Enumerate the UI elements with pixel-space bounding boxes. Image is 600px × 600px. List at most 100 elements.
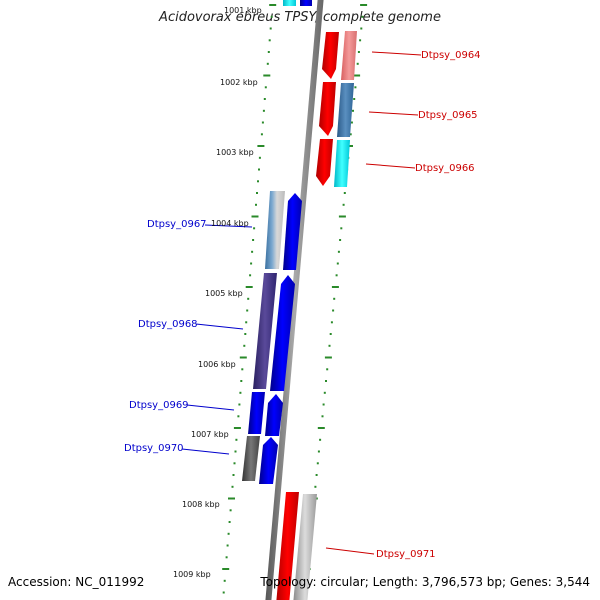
- minor-tick: [326, 368, 329, 371]
- major-tick: [257, 145, 265, 147]
- topology-text: Topology: circular; Length: 3,796,573 bp…: [260, 575, 590, 589]
- minor-tick: [252, 239, 255, 241]
- minor-tick: [314, 485, 317, 488]
- minor-tick: [258, 168, 260, 171]
- gene-block-forward: [337, 83, 354, 137]
- minor-tick: [227, 532, 230, 535]
- scale-label: 1009 kbp: [173, 570, 211, 579]
- gene-block-forward: [334, 140, 350, 187]
- scale-label: 1002 kbp: [220, 78, 258, 87]
- minor-tick: [322, 403, 325, 406]
- minor-tick: [238, 403, 241, 406]
- minor-tick: [249, 274, 252, 277]
- label-connector: [371, 51, 422, 56]
- genome-backbone: [265, 0, 324, 600]
- minor-tick: [239, 391, 242, 394]
- minor-tick: [356, 62, 359, 65]
- label-connector: [181, 448, 230, 455]
- minor-tick: [245, 321, 248, 324]
- major-tick: [317, 427, 325, 429]
- minor-tick: [235, 438, 238, 441]
- gene-label-forward[interactable]: Dtpsy_0966: [415, 163, 475, 174]
- major-tick: [338, 215, 346, 218]
- label-connector: [204, 224, 253, 228]
- gene-block-forward: [293, 494, 317, 600]
- gene-arrow-forward: [322, 32, 339, 79]
- minor-tick: [262, 109, 265, 112]
- minor-tick: [253, 227, 256, 230]
- scale-labels: 1001 kbp 1002 kbp 1003 kbp 1004 kbp 1005…: [173, 6, 262, 579]
- gene-label-reverse[interactable]: Dtpsy_0969: [129, 400, 189, 411]
- minor-tick: [233, 462, 236, 465]
- gene-block-reverse: [242, 436, 260, 481]
- minor-tick: [328, 344, 331, 347]
- gene-label-reverse[interactable]: Dtpsy_0968: [138, 319, 198, 330]
- scale-label: 1004 kbp: [211, 219, 249, 228]
- gene-arrow-reverse: [259, 437, 278, 484]
- gene-label-reverse[interactable]: Dtpsy_0967: [147, 219, 207, 230]
- minor-tick: [229, 509, 232, 512]
- gene-label-reverse[interactable]: Dtpsy_0970: [124, 443, 184, 454]
- label-connector: [368, 111, 419, 116]
- minor-tick: [243, 344, 246, 347]
- major-tick: [360, 4, 368, 6]
- label-connector: [325, 547, 375, 555]
- minor-tick: [257, 180, 259, 183]
- minor-tick: [266, 62, 269, 65]
- minor-tick: [228, 521, 231, 523]
- gene-block-reverse: [265, 191, 285, 269]
- gene-label-forward[interactable]: Dtpsy_0965: [418, 110, 478, 121]
- minor-tick: [256, 192, 258, 194]
- minor-tick: [231, 485, 234, 488]
- scale-label: 1008 kbp: [182, 500, 220, 509]
- minor-tick: [270, 15, 273, 18]
- minor-tick: [361, 15, 364, 18]
- major-tick: [353, 74, 361, 77]
- minor-tick: [319, 438, 322, 441]
- inner-tick-ring: [222, 4, 277, 594]
- minor-tick: [263, 98, 266, 100]
- major-tick: [222, 568, 230, 570]
- gene-block-forward: [276, 492, 299, 600]
- minor-tick: [357, 51, 360, 53]
- minor-tick: [258, 156, 261, 159]
- minor-tick: [315, 474, 318, 476]
- gene-block: [300, 0, 312, 6]
- minor-tick: [325, 380, 327, 382]
- gene-arrow-reverse: [283, 193, 302, 270]
- major-tick: [263, 74, 271, 77]
- accession-text: Accession: NC_011992: [8, 575, 145, 589]
- label-connector: [186, 404, 235, 411]
- minor-tick: [232, 474, 235, 476]
- minor-tick: [241, 368, 244, 371]
- major-tick: [233, 427, 241, 429]
- minor-tick: [317, 450, 320, 453]
- minor-tick: [352, 109, 354, 112]
- gene-label-forward[interactable]: Dtpsy_0964: [421, 50, 481, 61]
- minor-tick: [250, 262, 253, 265]
- minor-tick: [336, 262, 339, 265]
- gene-block-reverse: [248, 392, 265, 434]
- gene-label-forward[interactable]: Dtpsy_0971: [376, 549, 436, 560]
- minor-tick: [255, 203, 257, 206]
- map-title: Acidovorax ebreus TPSY, complete genome: [159, 10, 441, 25]
- minor-tick: [234, 450, 237, 453]
- scale-label: 1001 kbp: [224, 6, 262, 15]
- minor-tick: [329, 333, 332, 335]
- major-tick: [251, 215, 259, 218]
- minor-tick: [332, 309, 335, 312]
- gene-block-reverse: [253, 273, 277, 389]
- minor-tick: [323, 391, 326, 394]
- gene-arrow-reverse: [265, 394, 283, 436]
- minor-tick: [226, 544, 229, 547]
- label-connectors: [181, 51, 422, 555]
- minor-tick: [343, 192, 346, 194]
- minor-tick: [353, 98, 356, 100]
- gene-labels: Dtpsy_0964 Dtpsy_0965 Dtpsy_0966 Dtpsy_0…: [124, 50, 481, 560]
- gene-block-forward: [341, 31, 357, 80]
- minor-tick: [359, 39, 362, 42]
- minor-tick: [225, 556, 228, 559]
- minor-tick: [244, 333, 247, 335]
- minor-tick: [223, 579, 226, 582]
